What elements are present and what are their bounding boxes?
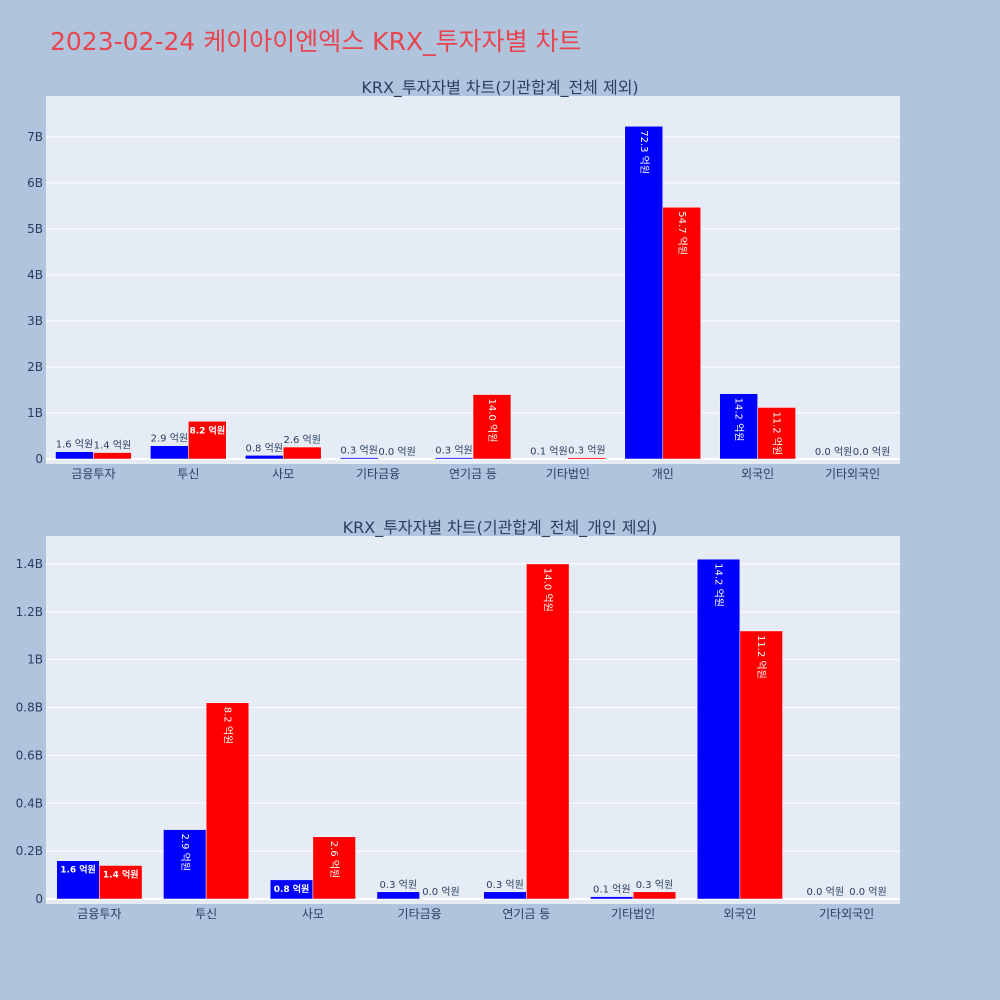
data-label: 2.9 억원 <box>151 433 188 445</box>
bar <box>245 455 284 460</box>
x-tick-label: 개인 <box>652 467 674 481</box>
data-label: 0.0 억원 <box>815 446 852 458</box>
data-label: 8.2 억원 <box>189 424 225 436</box>
data-label: 1.6 억원 <box>56 439 93 451</box>
data-label: 0.3 억원 <box>340 445 377 457</box>
data-label: 0.0 억원 <box>422 886 459 898</box>
data-label: 0.3 억원 <box>435 445 472 457</box>
x-tick-label: 연기금 등 <box>502 907 550 921</box>
chart-title: KRX_투자자별 차트(기관합계_전체 제외) <box>361 78 638 98</box>
data-label: 2.6 억원 <box>283 434 320 446</box>
data-label: 0.3 억원 <box>568 445 605 457</box>
bar <box>376 891 420 900</box>
data-label: 0.0 억원 <box>853 446 890 458</box>
data-label: 14.2 억원 <box>713 563 725 607</box>
bar <box>739 630 783 900</box>
bar <box>205 702 250 900</box>
data-label: 11.2 억원 <box>755 635 767 679</box>
y-tick-label: 0.4B <box>16 796 43 810</box>
data-label: 1.4 억원 <box>94 440 131 452</box>
bar <box>56 860 100 900</box>
x-tick-label: 외국인 <box>723 907 756 921</box>
chart-2: KRX_투자자별 차트(기관합계_전체_개인 제외) 0 0.2B 0.4B 0.6B 0… <box>16 518 900 921</box>
x-tick-label: 기타법인 <box>611 907 655 921</box>
bar <box>93 452 132 460</box>
bar <box>483 891 527 900</box>
data-label: 0.1 억원 <box>593 884 630 896</box>
data-label: 14.0 억원 <box>542 568 554 612</box>
data-label: 14.0 억원 <box>486 399 498 443</box>
bar <box>567 457 607 460</box>
y-tick-label: 0 <box>35 892 43 906</box>
bar <box>757 407 796 460</box>
data-label: 0.3 억원 <box>486 879 523 891</box>
y-tick-label: 0.8B <box>16 701 43 715</box>
data-label: 72.3 억원 <box>638 130 650 174</box>
data-label: 0.3 억원 <box>636 879 673 891</box>
x-tick-label: 투신 <box>195 907 217 921</box>
data-label: 2.6 억원 <box>328 841 340 878</box>
bar <box>632 891 677 900</box>
bar <box>55 451 94 460</box>
data-label: 0.3 억원 <box>380 879 417 891</box>
data-label: 1.6 억원 <box>60 864 96 876</box>
y-tick-label: 1.4B <box>16 557 43 571</box>
data-label: 0.0 억원 <box>807 886 844 898</box>
bar <box>150 445 189 460</box>
bar <box>188 421 227 460</box>
data-label: 2.9 억원 <box>179 834 191 871</box>
y-tick-label: 0 <box>35 452 43 466</box>
data-label: 14.2 억원 <box>733 398 745 442</box>
bar <box>590 896 634 900</box>
chart-1: KRX_투자자별 차트(기관합계_전체 제외) 0 1B 2B 3B 4B 5B 6B 7B 금융… <box>27 78 900 481</box>
x-tick-label: 외국인 <box>741 467 774 481</box>
y-tick-label: 0.2B <box>16 844 43 858</box>
x-tick-label: 기타외국인 <box>819 907 874 921</box>
data-label: 0.0 억원 <box>849 886 886 898</box>
bar <box>472 394 512 460</box>
data-label: 0.0 억원 <box>378 446 415 458</box>
x-tick-label: 금융투자 <box>77 907 121 921</box>
x-tick-label: 기타금융 <box>398 907 442 921</box>
bar <box>624 125 664 460</box>
data-label: 0.8 억원 <box>246 442 283 454</box>
page-title: 2023-02-24 케이아이엔엑스 KRX_투자자별 차트 <box>50 27 582 56</box>
bar <box>662 206 701 460</box>
bar <box>99 865 143 900</box>
data-label: 8.2 억원 <box>221 707 233 744</box>
data-label: 11.2 억원 <box>771 411 783 455</box>
bar <box>696 558 741 900</box>
chart-title: KRX_투자자별 차트(기관합계_전체_개인 제외) <box>343 518 658 538</box>
data-label: 54.7 억원 <box>676 211 688 255</box>
y-tick-label: 5B <box>27 222 43 236</box>
data-label: 0.1 억원 <box>530 446 567 458</box>
y-tick-label: 3B <box>27 314 43 328</box>
bar <box>526 563 570 900</box>
x-tick-label: 사모 <box>302 907 324 921</box>
x-tick-label: 연기금 등 <box>449 467 497 481</box>
y-tick-label: 7B <box>27 130 43 144</box>
data-label: 1.4 억원 <box>103 868 139 880</box>
bar <box>282 446 322 460</box>
x-tick-label: 기타외국인 <box>825 467 880 481</box>
y-tick-label: 0.6B <box>16 748 43 762</box>
bar <box>434 457 474 460</box>
y-tick-label: 6B <box>27 176 43 190</box>
bar <box>163 829 207 900</box>
data-label: 0.8 억원 <box>274 883 310 895</box>
x-tick-label: 금융투자 <box>71 467 115 481</box>
x-tick-label: 사모 <box>272 467 294 481</box>
y-tick-label: 1B <box>27 406 43 420</box>
y-tick-label: 2B <box>27 360 43 374</box>
y-tick-label: 4B <box>27 268 43 282</box>
x-tick-label: 투신 <box>177 467 199 481</box>
y-tick-label: 1B <box>27 653 43 667</box>
y-tick-label: 1.2B <box>16 605 43 619</box>
bar <box>312 836 356 900</box>
x-tick-label: 기타금융 <box>356 467 400 481</box>
x-tick-label: 기타법인 <box>546 467 590 481</box>
bar <box>339 457 379 460</box>
